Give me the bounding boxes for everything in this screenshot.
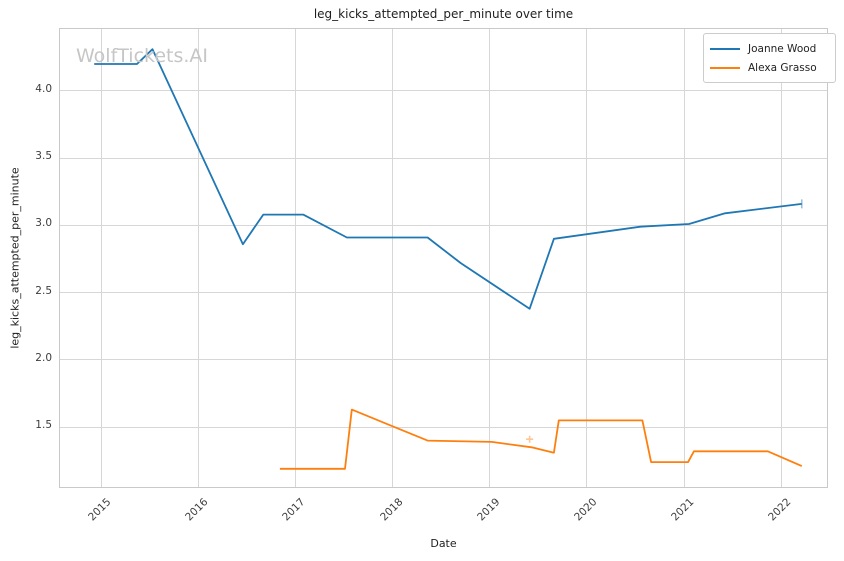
legend-label: Alexa Grasso xyxy=(748,61,817,74)
gridline-vertical xyxy=(586,29,588,487)
y-tick-label: 2.5 xyxy=(35,284,52,297)
gridline-vertical xyxy=(294,29,296,487)
gridline-horizontal xyxy=(60,90,827,92)
legend: Joanne Wood Alexa Grasso xyxy=(703,33,836,83)
watermark: WolfTickets.AI xyxy=(76,45,209,67)
series-line-alexa-grasso xyxy=(279,408,803,470)
x-tick-label: 2021 xyxy=(669,496,697,524)
plot-area xyxy=(59,28,828,488)
y-tick-label: 1.5 xyxy=(35,419,52,432)
y-tick-label: 3.0 xyxy=(35,217,52,230)
legend-line-swatch xyxy=(710,66,740,69)
gridline-horizontal xyxy=(60,426,827,428)
gridline-vertical xyxy=(392,29,394,487)
gridline-vertical xyxy=(100,29,102,487)
gridline-horizontal xyxy=(60,157,827,159)
x-tick-label: 2022 xyxy=(766,496,794,524)
y-tick-label: 3.5 xyxy=(35,150,52,163)
x-tick-label: 2015 xyxy=(86,496,114,524)
y-tick-label: 4.0 xyxy=(35,82,52,95)
gridline-vertical xyxy=(683,29,685,487)
gridline-vertical xyxy=(489,29,491,487)
y-tick-label: 2.0 xyxy=(35,351,52,364)
y-axis-label: leg_kicks_attempted_per_minute xyxy=(8,167,22,349)
gridline-horizontal xyxy=(60,224,827,226)
x-axis-label: Date xyxy=(430,537,457,550)
gridline-vertical xyxy=(197,29,199,487)
plus-marker xyxy=(526,435,534,443)
legend-item: Alexa Grasso xyxy=(710,58,827,77)
chart-title: leg_kicks_attempted_per_minute over time xyxy=(313,7,574,21)
x-tick-label: 2018 xyxy=(377,496,406,524)
plot-svg xyxy=(94,48,803,470)
legend-item: Joanne Wood xyxy=(710,39,827,58)
gridline-horizontal xyxy=(60,359,827,361)
legend-line-swatch xyxy=(710,47,740,50)
series-line-joanne-wood xyxy=(94,48,802,310)
x-tick-label: 2020 xyxy=(572,496,600,524)
gridline-horizontal xyxy=(60,292,827,294)
legend-label: Joanne Wood xyxy=(748,42,817,55)
gridline-vertical xyxy=(780,29,782,487)
x-tick-label: 2017 xyxy=(280,496,308,524)
x-tick-label: 2016 xyxy=(183,496,211,524)
x-tick-label: 2019 xyxy=(474,496,503,524)
